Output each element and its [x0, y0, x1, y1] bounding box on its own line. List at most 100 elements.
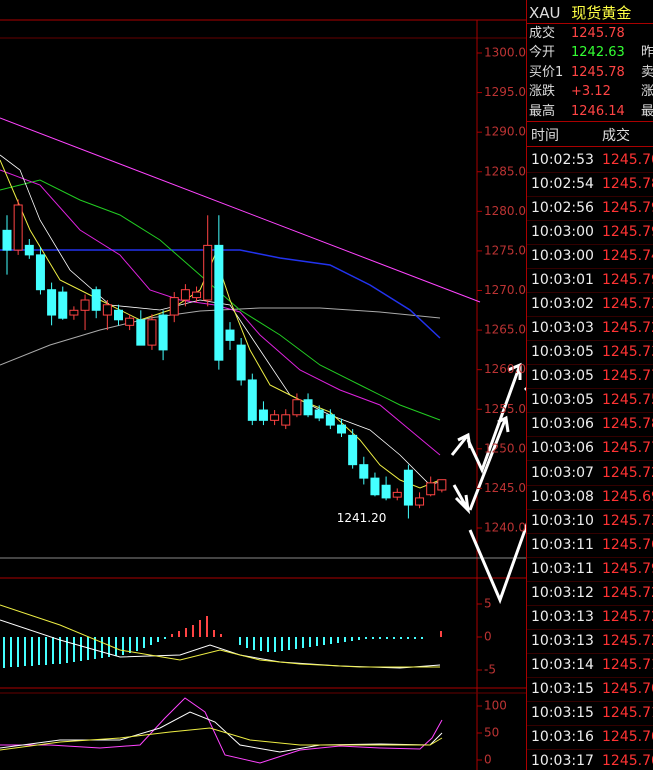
trade-time: 10:03:05	[531, 392, 594, 409]
trade-price: 1245.70	[602, 680, 653, 697]
chart-area: 1241.20 1300.0 1295.0 1290.0 1285.0 1280.0 12…	[0, 19, 526, 770]
y-tick-label: 1275.0	[484, 243, 526, 257]
y-tick-label: 1260.0	[484, 362, 526, 376]
candle-body	[24, 244, 34, 256]
trade-time: 10:03:05	[531, 368, 594, 385]
trade-price: 1245.76	[602, 536, 653, 553]
trade-row: 10:03:13 1245.72	[527, 605, 653, 630]
trade-time: 10:02:54	[531, 176, 594, 193]
trade-row: 10:02:53 1245.70	[527, 148, 653, 173]
candle-body	[2, 229, 12, 251]
quote-panel: XAU 现货黄金 成交 1245.78 今开 1242.63 昨买价1 1245.78 卖涨…	[526, 0, 653, 770]
trade-price: 1245.71	[602, 656, 653, 673]
quote-value: 1246.14	[571, 103, 625, 119]
candle-body	[359, 464, 369, 479]
candle-body	[258, 409, 268, 421]
divider	[527, 23, 653, 24]
candle-body	[158, 314, 168, 351]
trade-price: 1245.73	[602, 512, 653, 529]
candle-body	[437, 479, 447, 491]
trade-time: 10:03:01	[531, 272, 594, 289]
candle-body	[114, 309, 123, 321]
trade-time: 10:03:00	[531, 224, 594, 241]
candle-body	[426, 482, 436, 496]
y-tick-label: 100	[484, 699, 507, 713]
low-label: 1241.20	[337, 511, 387, 525]
trade-price: 1245.77	[602, 440, 653, 457]
candle-body	[80, 299, 90, 311]
trade-time: 10:03:16	[531, 728, 594, 745]
y-tick-label: 1250.0	[484, 441, 526, 455]
y-tick-label: 0	[484, 753, 492, 767]
trade-row: 10:03:01 1245.79	[527, 268, 653, 294]
trade-price: 1245.71	[602, 704, 653, 721]
trade-row: 10:03:05 1245.73	[527, 340, 653, 366]
candle-body	[337, 424, 346, 434]
candle-body	[325, 414, 335, 426]
trade-row: 10:03:11 1245.76	[527, 533, 653, 558]
trade-time: 10:03:10	[531, 512, 594, 529]
quote-label: 今开	[529, 45, 556, 61]
trade-time: 10:02:53	[531, 152, 594, 168]
trade-row: 10:03:13 1245.72	[527, 629, 653, 654]
header-cell: 成交	[602, 128, 630, 144]
quote-value: +3.12	[571, 84, 611, 100]
quote-row: 最高 1246.14 最	[527, 102, 653, 122]
quote-label: 买价1	[529, 64, 564, 80]
candle-body	[236, 344, 246, 381]
trade-time: 10:03:13	[531, 608, 594, 625]
trade-price: 1245.79	[602, 224, 653, 241]
quote-row: 买价1 1245.78 卖	[527, 63, 653, 83]
candle-body	[58, 291, 68, 319]
candle-body	[370, 477, 380, 496]
trade-price: 1245.72	[602, 320, 653, 337]
trade-row: 10:03:00 1245.79	[527, 220, 653, 246]
candle-body	[47, 289, 57, 316]
candle-body	[415, 497, 425, 506]
candle-body	[125, 317, 135, 326]
ma-line	[0, 249, 441, 339]
y-tick-label: 50	[484, 726, 499, 740]
trade-price: 1245.72	[602, 464, 653, 481]
y-tick-label: 1255.0	[484, 402, 526, 416]
trade-row: 10:03:11 1245.79	[527, 557, 653, 582]
candle-body	[69, 309, 79, 316]
quote-side: 昨	[641, 45, 653, 61]
candle-body	[270, 414, 280, 421]
quote-value: 1245.78	[571, 64, 625, 80]
trade-price: 1245.70	[602, 753, 653, 769]
candle-body	[136, 319, 146, 346]
symbol-name: 现货黄金	[571, 4, 632, 22]
quote-side: 最	[641, 103, 653, 119]
symbol: XAU	[529, 4, 561, 22]
trade-time: 10:03:02	[531, 296, 594, 313]
trade-row: 10:03:16 1245.70	[527, 725, 653, 750]
y-tick-label: 1245.0	[484, 481, 526, 495]
trade-time: 10:03:03	[531, 320, 594, 337]
macd-bars	[3, 637, 423, 668]
trade-price: 1245.69	[602, 488, 653, 505]
header-cell: 时间	[531, 128, 559, 144]
y-tick-label: 1240.0	[484, 521, 526, 535]
ma-line	[0, 154, 446, 486]
trade-time: 10:03:13	[531, 632, 594, 649]
trade-time: 10:03:14	[531, 656, 594, 673]
candle-body	[281, 414, 291, 426]
trade-price: 1245.70	[602, 152, 653, 168]
trade-price: 1245.74	[602, 248, 653, 265]
y-tick-label: 1270.0	[484, 283, 526, 297]
trade-time: 10:03:11	[531, 536, 594, 553]
candle-body	[303, 399, 313, 416]
trade-time: 10:03:06	[531, 440, 594, 457]
candle-body	[314, 409, 324, 419]
trend-line	[0, 117, 481, 303]
trade-price: 1245.72	[602, 632, 653, 649]
candle-body	[392, 491, 402, 498]
quote-row: 涨跌 +3.12 涨	[527, 82, 653, 102]
trade-row: 10:03:05 1245.75	[527, 388, 653, 414]
quote-side: 涨	[641, 84, 653, 100]
trade-time: 10:03:12	[531, 584, 594, 601]
kdj-line	[0, 697, 443, 764]
trade-price: 1245.70	[602, 728, 653, 745]
